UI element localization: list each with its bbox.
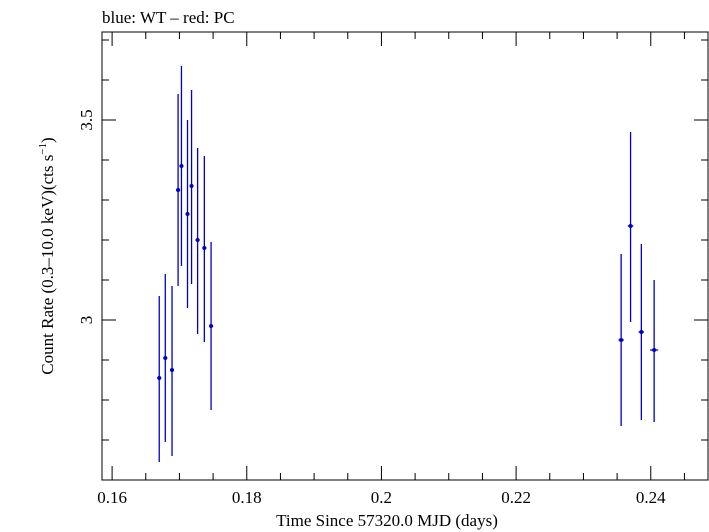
x-axis-tick-labels: 0.16 0.18 0.2 0.22 0.24 [97,488,666,507]
y-axis-ticks [102,39,708,481]
y-axis-label-main: Count Rate (0.3–10.0 keV)(cts s [38,155,57,375]
data-marker [179,164,184,168]
x-tick-label: 0.24 [636,488,666,507]
data-point [185,120,190,308]
data-point [163,274,168,442]
data-marker [202,246,207,250]
data-point [627,132,634,322]
data-marker [619,338,624,342]
data-point [202,156,207,342]
data-marker [652,348,657,352]
x-axis-label: Time Since 57320.0 MJD (days) [276,511,498,530]
data-point [209,242,214,410]
x-axis-ticks [111,32,685,480]
x-tick-label: 0.18 [232,488,262,507]
data-marker [170,368,175,372]
x-tick-label: 0.22 [501,488,531,507]
y-axis-tick-labels: 33.5 [77,109,96,324]
data-marker [195,238,200,242]
y-axis-label: Count Rate (0.3–10.0 keV)(cts s−1) [37,137,57,374]
data-point [176,94,181,286]
chart-title: blue: WT – red: PC [102,8,235,27]
data-point [189,90,194,284]
data-marker [185,212,190,216]
x-tick-label: 0.2 [371,488,392,507]
data-point [618,254,624,426]
data-marker [157,376,162,380]
y-tick-label: 3.5 [77,109,96,130]
y-axis-label-exponent: −1 [37,143,49,155]
data-marker [628,224,633,228]
x-tick-label: 0.16 [97,488,127,507]
data-marker [639,330,644,334]
plot-frame [101,31,709,481]
data-point [157,296,162,462]
data-marker [209,324,214,328]
data-point [650,280,659,422]
data-marker [176,188,181,192]
y-axis-label-close: ) [38,137,57,143]
data-point [170,286,175,456]
data-point [179,66,184,266]
data-points [157,66,659,462]
y-tick-label: 3 [77,316,96,325]
data-marker [189,184,194,188]
data-point [195,148,200,334]
data-marker [163,356,168,360]
data-point [638,244,645,420]
